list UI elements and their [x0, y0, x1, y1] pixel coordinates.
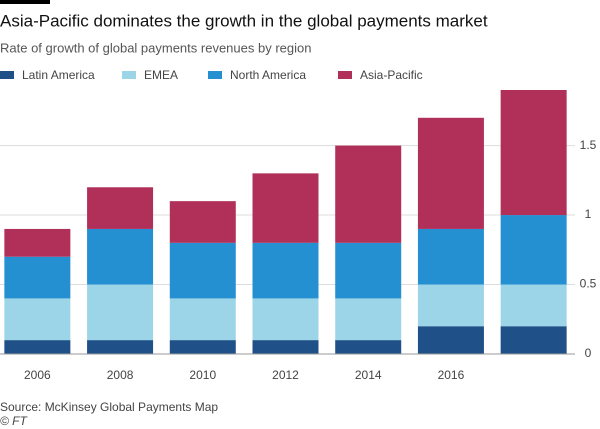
bar-segment [335, 340, 402, 354]
bar-segment [500, 90, 567, 216]
bar-segment [417, 117, 484, 229]
legend-swatch [122, 71, 136, 79]
bar-segment [87, 187, 154, 229]
bar-segment [87, 340, 154, 354]
legend-label: North America [230, 68, 306, 82]
bar-segment [4, 340, 71, 354]
bar-segment [169, 201, 236, 243]
bar-segment [417, 284, 484, 327]
bar-segment [252, 173, 319, 243]
bar-segment [4, 228, 71, 257]
chart-title: Asia-Pacific dominates the growth in the… [0, 11, 488, 30]
bar-segment [500, 215, 567, 285]
source: Source: McKinsey Global Payments Map [0, 400, 218, 414]
legend-swatch [0, 71, 14, 79]
y-tick-label: 1.5 [580, 138, 597, 152]
bar-segment [417, 228, 484, 285]
bar-segment [335, 242, 402, 299]
y-tick-label: 0.5 [580, 277, 597, 291]
bar-segment [252, 298, 319, 341]
chart-subtitle: Rate of growth of global payments revenu… [0, 40, 311, 55]
bar-segment [169, 340, 236, 354]
legend-swatch [338, 71, 352, 79]
bar-segment [4, 256, 71, 299]
bar-segment [500, 284, 567, 327]
x-tick-label: 2014 [355, 368, 382, 382]
y-tick-label: 1 [585, 207, 592, 221]
x-tick-label: 2012 [272, 368, 299, 382]
x-tick-label: 2010 [189, 368, 216, 382]
bar-segment [169, 298, 236, 341]
x-tick-label: 2008 [107, 368, 134, 382]
bar-segment [335, 145, 402, 243]
legend-label: EMEA [144, 68, 178, 82]
legend-swatch [208, 71, 222, 79]
bar-segment [500, 326, 567, 354]
bar-segment [87, 228, 154, 285]
bar-segment [335, 298, 402, 341]
bar-segment [4, 298, 71, 341]
x-tick-label: 2016 [438, 368, 465, 382]
credit: © FT [0, 414, 29, 428]
bar-segment [252, 340, 319, 354]
bar-segment [417, 326, 484, 354]
bar-segment [169, 242, 236, 299]
bar-segment [252, 242, 319, 299]
y-tick-label: 0 [585, 346, 592, 360]
brand-bar [0, 0, 50, 4]
x-tick-label: 2006 [24, 368, 51, 382]
bar-segment [87, 284, 154, 341]
legend-label: Latin America [22, 68, 95, 82]
legend-label: Asia-Pacific [360, 68, 423, 82]
